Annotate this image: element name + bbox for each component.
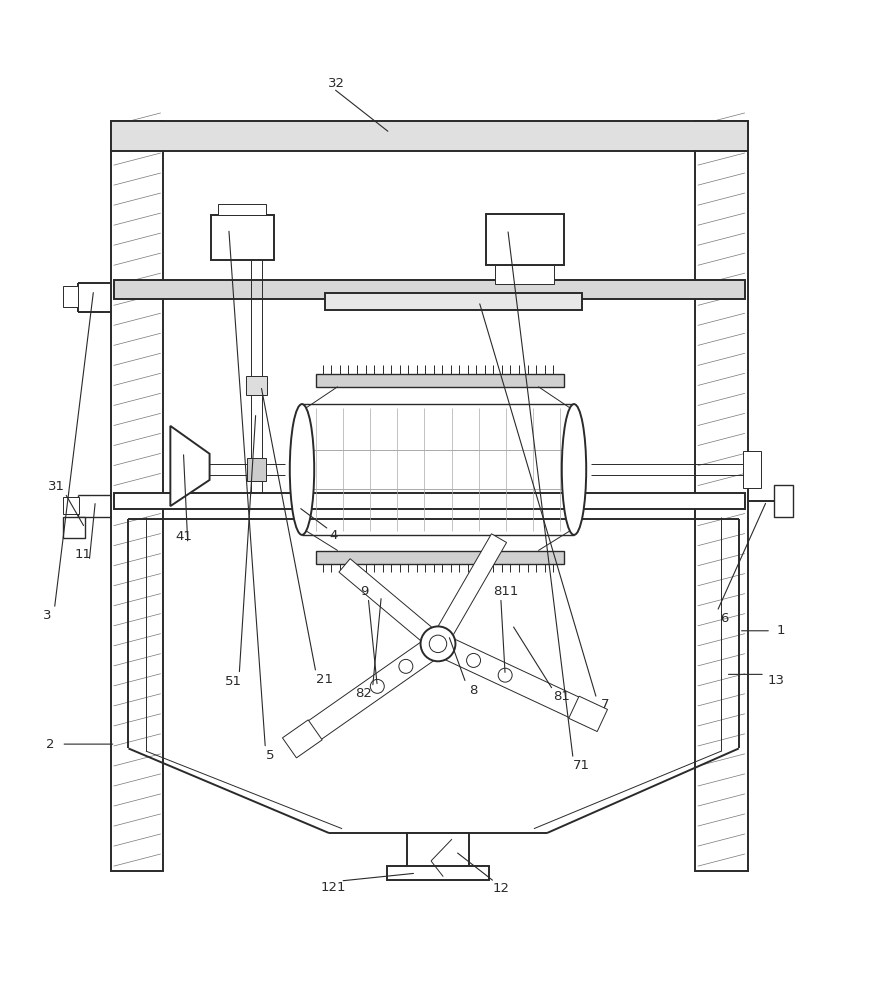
Text: 9: 9 xyxy=(360,585,368,598)
Polygon shape xyxy=(282,720,322,758)
Text: 1: 1 xyxy=(776,624,785,637)
Bar xyxy=(696,121,747,871)
Polygon shape xyxy=(63,286,78,307)
Text: 81: 81 xyxy=(554,690,570,703)
Circle shape xyxy=(399,659,413,673)
Text: 71: 71 xyxy=(574,759,590,772)
Text: 5: 5 xyxy=(266,749,275,762)
Bar xyxy=(387,866,489,880)
Text: 7: 7 xyxy=(601,698,610,711)
Text: 4: 4 xyxy=(329,529,337,542)
Bar xyxy=(406,833,470,870)
Ellipse shape xyxy=(562,404,586,535)
Text: 51: 51 xyxy=(224,675,242,688)
Bar xyxy=(111,121,747,151)
Bar xyxy=(743,451,760,488)
Bar xyxy=(316,374,564,387)
Bar xyxy=(486,214,564,265)
Bar xyxy=(316,551,564,564)
Bar xyxy=(111,121,163,871)
Text: 82: 82 xyxy=(356,687,372,700)
Bar xyxy=(774,485,793,517)
Bar xyxy=(218,204,266,215)
Text: 2: 2 xyxy=(46,738,54,751)
Text: 12: 12 xyxy=(492,882,509,895)
Circle shape xyxy=(420,626,456,661)
Circle shape xyxy=(498,668,512,682)
Polygon shape xyxy=(430,534,506,648)
Text: 11: 11 xyxy=(74,548,92,561)
Polygon shape xyxy=(170,426,209,506)
Circle shape xyxy=(371,679,385,693)
Text: 6: 6 xyxy=(720,612,728,625)
Polygon shape xyxy=(293,635,444,751)
Bar xyxy=(325,293,582,310)
Text: 13: 13 xyxy=(767,674,785,687)
Bar xyxy=(63,497,79,514)
Text: 811: 811 xyxy=(493,585,519,598)
Text: 32: 32 xyxy=(328,77,344,90)
Text: 21: 21 xyxy=(316,673,333,686)
Bar xyxy=(246,376,267,395)
Text: 121: 121 xyxy=(321,881,346,894)
Text: 31: 31 xyxy=(47,480,65,493)
Polygon shape xyxy=(339,559,443,651)
Bar xyxy=(114,493,745,509)
Bar xyxy=(63,517,85,538)
Polygon shape xyxy=(569,696,608,732)
Bar xyxy=(495,265,554,284)
Text: 41: 41 xyxy=(175,530,192,543)
Bar xyxy=(114,280,745,299)
Bar xyxy=(247,458,266,481)
Circle shape xyxy=(467,653,481,667)
Text: 8: 8 xyxy=(469,684,477,697)
Bar xyxy=(211,215,274,260)
Polygon shape xyxy=(434,634,597,726)
Text: 3: 3 xyxy=(43,609,52,622)
Ellipse shape xyxy=(290,404,314,535)
